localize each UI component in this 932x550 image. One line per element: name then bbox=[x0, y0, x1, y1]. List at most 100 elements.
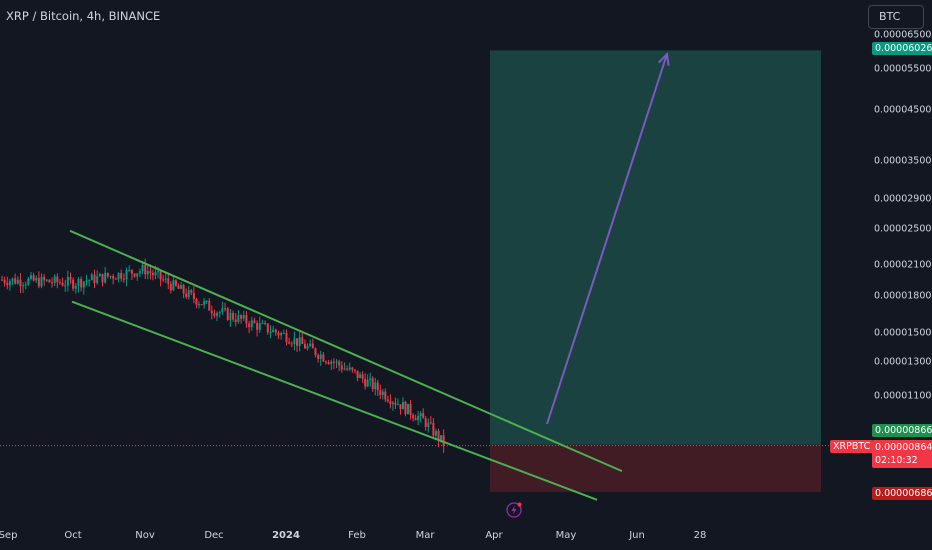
candle-body bbox=[112, 276, 115, 279]
candle-body bbox=[35, 277, 38, 281]
candle-body bbox=[361, 374, 364, 379]
candle-body bbox=[164, 278, 167, 280]
candle-body bbox=[280, 333, 283, 336]
candle-body bbox=[69, 276, 72, 280]
candle-body bbox=[324, 361, 327, 363]
time-axis-label: Mar bbox=[415, 530, 435, 541]
candle-body bbox=[374, 382, 377, 390]
candle-body bbox=[266, 323, 269, 333]
channel-lower-line bbox=[71, 300, 598, 501]
price-axis-label: 0.00006500 bbox=[874, 29, 932, 41]
candle-body bbox=[386, 399, 389, 402]
candle-body bbox=[288, 342, 291, 344]
stop-loss-zone bbox=[490, 444, 821, 492]
price-axis-label: 0.00001800 bbox=[874, 290, 932, 302]
candle-body bbox=[303, 343, 306, 349]
symbol-tag: XRPBTC bbox=[830, 440, 874, 453]
candle-body bbox=[285, 332, 288, 343]
candle-body bbox=[340, 365, 343, 370]
candle-body bbox=[96, 276, 99, 284]
candle-body bbox=[48, 279, 51, 283]
candle-body bbox=[174, 280, 177, 286]
candle-body bbox=[130, 269, 133, 274]
candle-body bbox=[120, 272, 123, 279]
time-axis-label: 2024 bbox=[272, 530, 300, 541]
candle-body bbox=[11, 278, 14, 282]
candle-body bbox=[208, 300, 211, 311]
candle-body bbox=[16, 279, 19, 284]
candle-body bbox=[51, 282, 54, 284]
candle-body bbox=[185, 293, 188, 297]
candle-body bbox=[221, 308, 224, 313]
candle-body bbox=[144, 265, 147, 275]
candle-body bbox=[234, 319, 237, 322]
candle-body bbox=[258, 323, 261, 330]
candle-body bbox=[213, 313, 216, 316]
candle-body bbox=[422, 413, 425, 419]
candle-body bbox=[322, 354, 325, 362]
candle-body bbox=[346, 368, 349, 370]
currency-button[interactable]: BTC bbox=[868, 5, 924, 29]
candle-body bbox=[218, 312, 221, 314]
price-axis-label: 0.00002500 bbox=[874, 223, 932, 235]
candle-body bbox=[353, 369, 356, 371]
lightning-icon[interactable] bbox=[506, 502, 522, 518]
candle-body bbox=[43, 276, 46, 281]
candle-body bbox=[399, 404, 402, 410]
candle-body bbox=[117, 272, 120, 280]
candle-body bbox=[66, 276, 69, 286]
candle-body bbox=[269, 332, 272, 334]
price-axis-label: 0.00003500 bbox=[874, 155, 932, 167]
candle-body bbox=[1, 279, 3, 281]
candle-body bbox=[154, 272, 157, 276]
candle-body bbox=[253, 320, 256, 324]
projection-arrow-head bbox=[657, 51, 670, 67]
candle-body bbox=[187, 290, 190, 297]
candle-body bbox=[90, 274, 93, 281]
candle-body bbox=[427, 422, 430, 427]
candle-body bbox=[32, 275, 35, 281]
candle-body bbox=[437, 430, 440, 441]
candle-body bbox=[27, 278, 30, 285]
time-axis-label: Nov bbox=[135, 530, 155, 541]
candle-body bbox=[366, 379, 369, 387]
candle-body bbox=[356, 370, 359, 379]
candle-body bbox=[272, 329, 275, 333]
candle-body bbox=[133, 273, 136, 277]
candle-body bbox=[125, 270, 128, 280]
candle-body bbox=[200, 304, 203, 306]
projection-arrow bbox=[546, 53, 668, 425]
candle-body bbox=[338, 361, 341, 366]
candle-body bbox=[190, 290, 193, 293]
candle-body bbox=[56, 276, 59, 283]
candle-body bbox=[351, 367, 354, 370]
candle-body bbox=[327, 362, 330, 365]
candle-body bbox=[440, 435, 443, 441]
candle-body bbox=[319, 354, 322, 359]
candle-body bbox=[162, 279, 165, 281]
candle-body bbox=[424, 418, 427, 427]
candle-body bbox=[407, 403, 410, 415]
candle-body bbox=[384, 391, 387, 400]
candle-body bbox=[141, 265, 144, 272]
candle-body bbox=[237, 315, 240, 322]
price-axis-label: 0.00002100 bbox=[874, 259, 932, 271]
candle-body bbox=[192, 292, 195, 300]
time-axis-label: Feb bbox=[348, 530, 366, 541]
candle-body bbox=[348, 367, 351, 370]
candle-body bbox=[245, 315, 248, 324]
candle-body bbox=[82, 281, 85, 288]
candle-body bbox=[298, 337, 301, 346]
candle-body bbox=[172, 280, 175, 291]
chart-area[interactable] bbox=[0, 0, 867, 521]
candle-body bbox=[101, 273, 104, 283]
time-axis-label: Jun bbox=[629, 530, 645, 541]
candle-body bbox=[404, 402, 407, 415]
time-axis-label: Oct bbox=[64, 530, 82, 541]
candle-body bbox=[136, 273, 139, 277]
candle-body bbox=[106, 272, 109, 277]
candle-body bbox=[45, 279, 48, 281]
candle-body bbox=[442, 435, 445, 446]
candle-body bbox=[240, 315, 243, 319]
